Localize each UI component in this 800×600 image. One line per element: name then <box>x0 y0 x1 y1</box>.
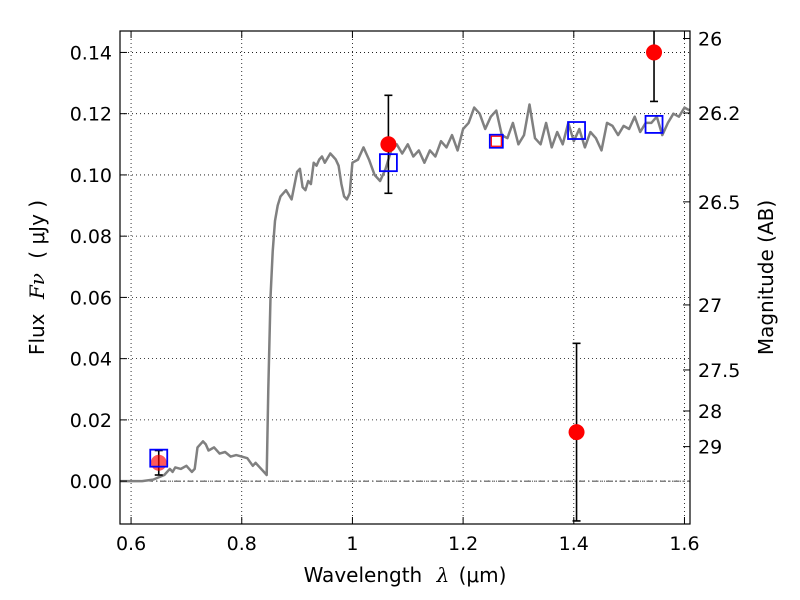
y-tick-label: 0.04 <box>70 349 112 371</box>
observed-point <box>380 136 397 153</box>
y-tick-label: 0.12 <box>70 104 112 126</box>
x-tick-label: 1.6 <box>669 533 699 555</box>
y-axis-label-text: Flux <box>25 313 49 355</box>
model-photometry-square <box>149 448 169 468</box>
observed-point <box>150 454 167 471</box>
magnitude-tick-label: 26.2 <box>698 103 740 125</box>
x-tick-label: 1 <box>346 533 358 555</box>
magnitude-tick-label: 26.5 <box>698 192 740 214</box>
axis-ticks: 0.6 0.8 1 1.2 1.4 1.6 0.00 0.02 0.04 0.06 0.08 0.10… <box>70 29 741 555</box>
plot-area <box>120 31 691 522</box>
y-tick-label: 0.06 <box>70 287 112 309</box>
magnitude-tick-label: 28 <box>698 401 722 423</box>
magnitude-axis-label: Magnitude (AB) <box>754 200 778 355</box>
y-tick-label: 0.10 <box>70 165 112 187</box>
magnitude-tick-label: 29 <box>698 437 722 459</box>
y-axis-label: Flux Fν ( μJy ) <box>25 200 49 355</box>
x-tick-label: 1.4 <box>559 533 589 555</box>
x-axis-label-unit: (μm) <box>459 563 507 587</box>
y-tick-label: 0.02 <box>70 410 112 432</box>
y-tick-label: 0.00 <box>70 471 112 493</box>
x-tick-label: 0.6 <box>116 533 146 555</box>
observed-point <box>646 44 663 61</box>
plot-frame <box>119 30 691 525</box>
magnitude-tick-label: 26 <box>698 29 722 51</box>
x-tick-label: 1.2 <box>448 533 478 555</box>
x-axis-label-symbol: λ <box>436 563 450 587</box>
y-tick-label: 0.14 <box>70 42 112 64</box>
observed-point <box>568 424 585 441</box>
model-photometry-square <box>378 153 398 173</box>
magnitude-tick-label: 27 <box>698 295 722 317</box>
x-tick-label: 0.8 <box>227 533 257 555</box>
y-axis-label-symbol: Fν <box>25 273 49 300</box>
model-spectrum-line <box>120 103 691 483</box>
y-tick-label: 0.08 <box>70 226 112 248</box>
model-photometry-square <box>644 114 664 134</box>
x-axis-label: Wavelength λ (μm) <box>304 563 507 587</box>
y-axis-label-unit: ( μJy ) <box>25 200 49 259</box>
model-photometry-square-inner <box>490 135 502 147</box>
model-photometry-square <box>488 133 504 149</box>
model-photometry-square <box>567 121 586 140</box>
magnitude-tick-label: 27.5 <box>698 360 740 382</box>
x-axis-label-text: Wavelength <box>304 563 423 587</box>
